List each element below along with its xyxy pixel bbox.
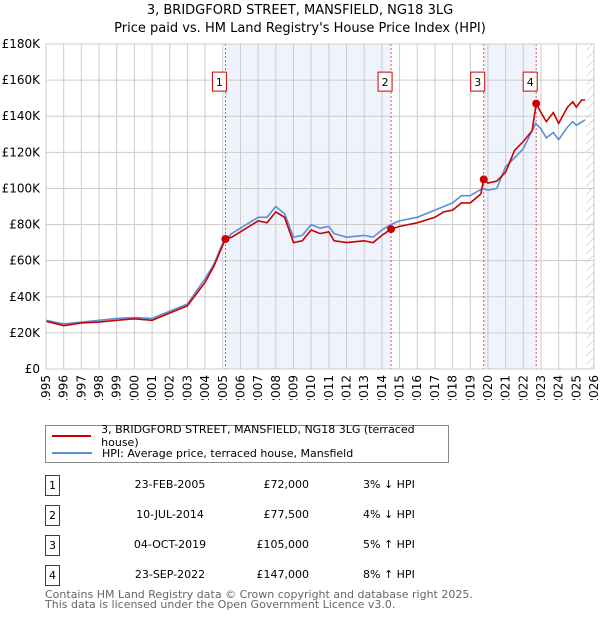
forecast-hatch	[586, 44, 594, 369]
x-tick-label: 1995	[39, 375, 53, 400]
y-tick-label: £40K	[9, 290, 41, 304]
sale-date: 23-SEP-2022	[134, 568, 206, 581]
x-tick-label: 1996	[57, 375, 71, 400]
chart-title: 3, BRIDGFORD STREET, MANSFIELD, NG18 3LG	[146, 3, 454, 18]
legend-swatch-hpi	[52, 452, 92, 454]
x-tick-label: 2016	[410, 375, 424, 400]
x-tick-label: 1999	[110, 375, 124, 400]
hpi-diff: 5% ↑ HPI	[363, 538, 415, 551]
x-tick-label: 2003	[180, 375, 194, 400]
x-tick-label: 2010	[304, 375, 318, 400]
x-tick-label: 2007	[251, 375, 265, 400]
legend-label: 3, BRIDGFORD STREET, MANSFIELD, NG18 3LG…	[101, 423, 415, 449]
legend-label: HPI: Average price, terraced house, Mans…	[102, 446, 354, 460]
sale-point	[387, 225, 396, 234]
sale-point	[221, 235, 230, 243]
y-tick-label: £60K	[9, 254, 41, 268]
footer-licence: This data is licensed under the Open Gov…	[45, 598, 396, 611]
x-tick-label: 2002	[163, 375, 177, 400]
y-tick-label: £140K	[2, 109, 42, 123]
sale-label-number: 1	[216, 76, 223, 89]
sale-price: £147,000	[256, 568, 310, 581]
y-tick-label: £80K	[9, 218, 41, 232]
y-tick-label: £180K	[2, 37, 42, 51]
sale-number: 4	[45, 565, 60, 586]
sale-label-box	[522, 71, 538, 92]
sale-number: 1	[45, 475, 60, 496]
x-tick-label: 2015	[393, 375, 407, 400]
x-tick-label: 2020	[481, 375, 495, 400]
x-tick-label: 2008	[269, 375, 283, 400]
legend-item-hpi: HPI: Average price, terraced house, Mans…	[52, 445, 353, 461]
y-tick-label: £20K	[9, 326, 41, 340]
table-row: 2 10-JUL-2014 £77,500 4% ↓ HPI	[45, 505, 465, 527]
legend-swatch-property	[52, 435, 92, 437]
x-tick-label: 2023	[534, 375, 548, 400]
sale-label-box	[377, 71, 393, 92]
table-row: 1 23-FEB-2005 £72,000 3% ↓ HPI	[45, 475, 465, 497]
sale-date: 23-FEB-2005	[134, 478, 206, 491]
legend: 3, BRIDGFORD STREET, MANSFIELD, NG18 3LG…	[45, 423, 449, 463]
hpi-diff: 4% ↓ HPI	[363, 508, 415, 521]
sale-label-number: 2	[382, 76, 389, 89]
x-tick-label: 2005	[216, 375, 230, 400]
sale-number: 3	[45, 535, 60, 556]
x-tick-label: 1997	[74, 375, 88, 400]
x-tick-label: 2000	[127, 375, 141, 400]
x-tick-label: 2013	[357, 375, 371, 400]
x-tick-label: 2014	[375, 375, 389, 400]
y-tick-label: £120K	[2, 145, 42, 159]
sale-label-number: 4	[527, 76, 534, 89]
x-tick-label: 2012	[340, 375, 354, 400]
x-tick-label: 1998	[92, 375, 106, 400]
chart-subtitle: Price paid vs. HM Land Registry's House …	[114, 21, 486, 36]
x-tick-label: 2026	[587, 375, 600, 400]
x-tick-label: 2019	[463, 375, 477, 400]
x-tick-label: 2024	[552, 375, 566, 400]
sale-number: 2	[45, 505, 60, 526]
hpi-diff: 8% ↑ HPI	[363, 568, 415, 581]
table-row: 3 04-OCT-2019 £105,000 5% ↑ HPI	[45, 535, 465, 557]
x-tick-label: 2025	[569, 375, 583, 400]
table-row: 4 23-SEP-2022 £147,000 8% ↑ HPI	[45, 565, 465, 587]
x-tick-label: 2017	[428, 375, 442, 400]
sale-date: 10-JUL-2014	[136, 508, 204, 521]
footer-copyright: Contains HM Land Registry data © Crown c…	[45, 588, 473, 601]
y-tick-label: £100K	[2, 181, 42, 195]
sale-label-box	[211, 71, 227, 92]
hpi-diff: 3% ↓ HPI	[363, 478, 415, 491]
sale-point	[532, 99, 541, 108]
sale-price: £72,000	[263, 478, 310, 491]
sale-label-number: 3	[474, 76, 481, 89]
x-tick-label: 2006	[233, 375, 247, 400]
x-tick-label: 2018	[446, 375, 460, 400]
legend-item-property: 3, BRIDGFORD STREET, MANSFIELD, NG18 3LG…	[52, 423, 448, 449]
sale-price: £77,500	[263, 508, 310, 521]
y-tick-label: £160K	[2, 73, 42, 87]
x-tick-label: 2009	[286, 375, 300, 400]
sale-date: 04-OCT-2019	[133, 538, 207, 551]
x-tick-label: 2004	[198, 375, 212, 400]
y-tick-label: £0	[25, 362, 40, 376]
x-tick-label: 2001	[145, 375, 159, 400]
sale-price: £105,000	[256, 538, 310, 551]
x-tick-label: 2021	[499, 375, 513, 400]
x-tick-label: 2022	[516, 375, 530, 400]
price-chart: 1995 1996 1997 1998 1999 2000 2001 2002 2003 2004…	[2, 37, 600, 400]
shaded-region	[483, 44, 537, 369]
sale-label-box	[470, 71, 486, 92]
sale-point	[479, 175, 488, 184]
shaded-region	[225, 44, 392, 369]
x-tick-label: 2011	[322, 375, 336, 400]
plot-border	[45, 43, 595, 370]
